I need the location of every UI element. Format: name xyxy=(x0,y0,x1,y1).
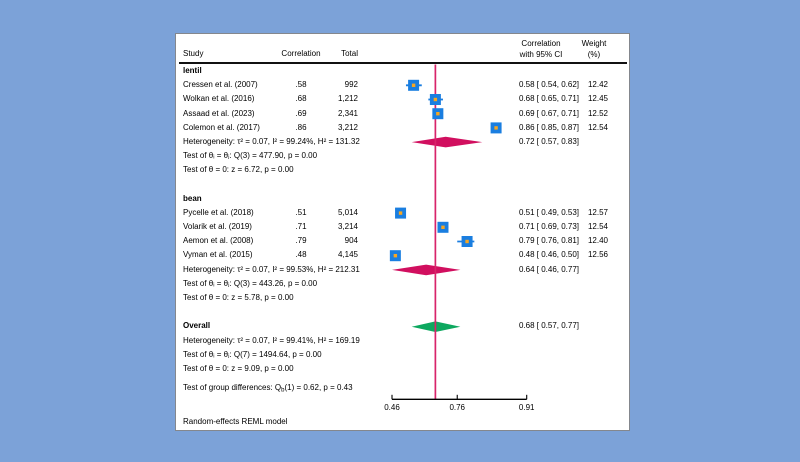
summary-label: Heterogeneity: τ² = 0.07, I² = 99.53%, H… xyxy=(183,264,360,274)
total-value: 3,214 xyxy=(337,222,358,232)
stat-row: Test of θ = 0: z = 6.72, p = 0.00 xyxy=(176,163,629,177)
column-header-weight-line2: (%) xyxy=(587,50,601,59)
stat-text: Heterogeneity: τ² = 0.07, I² = 99.41%, H… xyxy=(183,335,360,345)
study-row: Aemon et al. (2008) .79 904 0.79 [ 0.76, 0.… xyxy=(176,234,629,248)
correlation-value: .71 xyxy=(295,222,307,232)
total-value: 992 xyxy=(344,80,358,90)
column-header-weight: Weight (%) xyxy=(576,38,612,60)
ci-value: 0.64 [ 0.46, 0.77] xyxy=(518,264,579,274)
study-row: Pycelle et al. (2018) .51 5,014 0.51 [ 0.49… xyxy=(176,206,629,220)
study-row: Assaad et al. (2023) .69 2,341 0.69 [ 0.67,… xyxy=(176,107,629,121)
stat-row: Test of θᵢ = θⱼ: Q(3) = 477.90, p = 0.00 xyxy=(176,149,629,163)
stat-subscript: b xyxy=(281,387,285,394)
column-header-weight-line1: Weight xyxy=(581,39,607,48)
ci-value: 0.71 [ 0.69, 0.73] xyxy=(518,222,579,232)
total-value: 4,145 xyxy=(337,250,358,260)
ci-value: 0.68 [ 0.65, 0.71] xyxy=(518,94,579,104)
rows-container: lentil Cressen et al. (2007) .58 992 0.58 [ … xyxy=(176,64,629,395)
header-rule xyxy=(179,62,627,64)
stat-row: Test of θ = 0: z = 5.78, p = 0.00 xyxy=(176,291,629,305)
correlation-value: .58 xyxy=(295,80,307,90)
study-name: Cressen et al. (2007) xyxy=(183,80,258,90)
study-row: Wolkan et al. (2016) .68 1,212 0.68 [ 0.65,… xyxy=(176,92,629,106)
weight-value: 12.42 xyxy=(587,80,608,90)
study-name: Pycelle et al. (2018) xyxy=(183,207,254,217)
correlation-value: .68 xyxy=(295,94,307,104)
ci-value: 0.69 [ 0.67, 0.71] xyxy=(518,108,579,118)
column-header-ci-line1: Correlation xyxy=(521,39,561,48)
weight-value: 12.40 xyxy=(587,236,608,246)
stat-text: Test of θ = 0: z = 9.09, p = 0.00 xyxy=(183,363,294,373)
correlation-value: .48 xyxy=(295,250,307,260)
study-name: Assaad et al. (2023) xyxy=(183,108,255,118)
correlation-value: .69 xyxy=(295,108,307,118)
weight-value: 12.52 xyxy=(587,108,608,118)
stat-text-part: (1) = 0.62, p = 0.43 xyxy=(284,383,353,393)
weight-value: 12.54 xyxy=(587,222,608,232)
study-row: Cressen et al. (2007) .58 992 0.58 [ 0.54, … xyxy=(176,78,629,92)
weight-value: 12.56 xyxy=(587,250,608,260)
ci-value: 0.72 [ 0.57, 0.83] xyxy=(518,136,579,146)
x-axis-tick-label: 0.91 xyxy=(519,403,535,412)
study-row: Volarik et al. (2019) .71 3,214 0.71 [ 0.69… xyxy=(176,220,629,234)
stat-text: Test of θ = 0: z = 5.78, p = 0.00 xyxy=(183,293,294,302)
plot-panel: Study Correlation Total Correlation with… xyxy=(175,33,630,431)
column-header-ci-line2: with 95% CI xyxy=(519,50,563,59)
column-header-correlation: Correlation xyxy=(281,49,321,58)
total-value: 5,014 xyxy=(337,207,358,217)
ci-value: 0.68 [ 0.57, 0.77] xyxy=(518,321,579,331)
ci-value: 0.51 [ 0.49, 0.53] xyxy=(518,207,579,217)
spacer-row xyxy=(176,178,629,192)
stat-text: Test of θᵢ = θⱼ: Q(3) = 477.90, p = 0.00 xyxy=(183,151,318,161)
column-header-total: Total xyxy=(341,49,358,58)
summary-label: Overall xyxy=(183,321,211,331)
group-label: bean xyxy=(183,193,202,203)
ci-value: 0.79 [ 0.76, 0.81] xyxy=(518,236,579,246)
stat-row: Test of θᵢ = θⱼ: Q(3) = 443.26, p = 0.00 xyxy=(176,277,629,291)
x-axis-tick-label: 0.76 xyxy=(449,403,465,412)
total-value: 2,341 xyxy=(337,108,358,118)
weight-value: 12.57 xyxy=(587,207,608,217)
ci-value: 0.58 [ 0.54, 0.62] xyxy=(518,80,579,90)
stat-row: Test of θᵢ = θⱼ: Q(7) = 1494.64, p = 0.0… xyxy=(176,348,629,362)
x-axis-tick-label: 0.46 xyxy=(384,403,400,412)
study-name: Wolkan et al. (2016) xyxy=(183,94,255,104)
total-value: 904 xyxy=(344,236,358,246)
study-name: Aemon et al. (2008) xyxy=(183,236,254,246)
summary-row: Overall 0.68 [ 0.57, 0.77] xyxy=(176,319,629,333)
study-row: Colemon et al. (2017) .86 3,212 0.86 [ 0.85… xyxy=(176,121,629,135)
stat-text: Test of θᵢ = θⱼ: Q(3) = 443.26, p = 0.00 xyxy=(183,278,318,288)
ci-value: 0.48 [ 0.46, 0.50] xyxy=(518,250,579,260)
study-name: Volarik et al. (2019) xyxy=(183,222,252,232)
group-label-row: bean xyxy=(176,192,629,206)
column-header-study: Study xyxy=(183,49,204,58)
study-row: Vyman et al. (2015) .48 4,145 0.48 [ 0.46, … xyxy=(176,248,629,262)
spacer-row xyxy=(176,305,629,319)
group-label-row: lentil xyxy=(176,64,629,78)
stat-row: Heterogeneity: τ² = 0.07, I² = 99.41%, H… xyxy=(176,334,629,348)
summary-row: Heterogeneity: τ² = 0.07, I² = 99.24%, H… xyxy=(176,135,629,149)
weight-value: 12.54 xyxy=(587,122,608,132)
stat-row: Test of θ = 0: z = 9.09, p = 0.00 xyxy=(176,362,629,376)
group-label: lentil xyxy=(183,66,202,75)
correlation-value: .79 xyxy=(295,236,307,246)
correlation-value: .86 xyxy=(295,122,307,132)
total-value: 3,212 xyxy=(337,122,358,132)
study-name: Colemon et al. (2017) xyxy=(183,122,260,132)
weight-value: 12.45 xyxy=(587,94,608,104)
stat-text: Test of group differences: Qb(1) = 0.62,… xyxy=(183,381,353,398)
summary-row: Heterogeneity: τ² = 0.07, I² = 99.53%, H… xyxy=(176,263,629,277)
stat-text-part: Test of group differences: Q xyxy=(183,383,282,393)
stat-text: Test of θ = 0: z = 6.72, p = 0.00 xyxy=(183,165,294,175)
summary-label: Heterogeneity: τ² = 0.07, I² = 99.24%, H… xyxy=(183,136,360,146)
stat-text: Test of θᵢ = θⱼ: Q(7) = 1494.64, p = 0.0… xyxy=(183,349,322,359)
correlation-value: .51 xyxy=(295,207,307,217)
group-difference-row: Test of group differences: Qb(1) = 0.62,… xyxy=(176,381,629,395)
study-name: Vyman et al. (2015) xyxy=(183,250,253,260)
column-header-ci: Correlation with 95% CI xyxy=(503,38,579,60)
model-note: Random-effects REML model xyxy=(183,417,288,426)
total-value: 1,212 xyxy=(337,94,358,104)
ci-value: 0.86 [ 0.85, 0.87] xyxy=(518,122,579,132)
